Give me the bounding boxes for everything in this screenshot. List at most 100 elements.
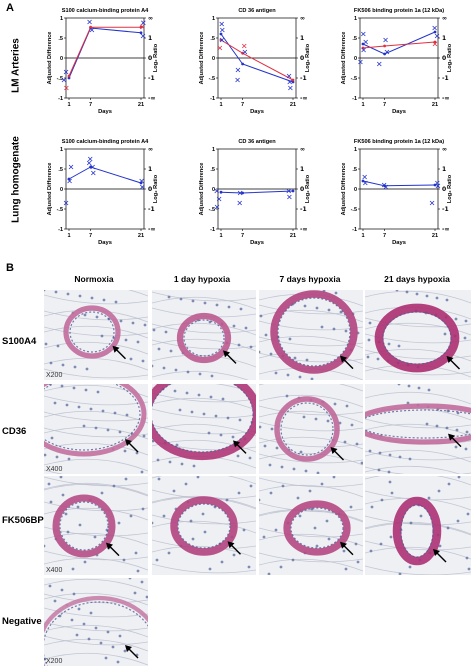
replicate-marker xyxy=(235,77,240,83)
micrograph-tile: X400 xyxy=(44,476,148,575)
y-left-tick-label: 0 xyxy=(354,56,357,62)
micrograph-tile xyxy=(365,384,471,474)
micrograph-tile: X200 xyxy=(44,578,148,666)
micrograph-image xyxy=(365,384,471,474)
y-right-tick-label: -1 xyxy=(148,75,155,82)
y-left-tick-label: .5 xyxy=(58,167,63,173)
chart-title: CD 36 antigen xyxy=(238,8,276,14)
replicate-marker xyxy=(214,204,220,210)
magnification-label: X400 xyxy=(46,567,63,574)
y-right-tick-label: -∞ xyxy=(148,95,156,102)
x-tick-label: 21 xyxy=(290,233,296,239)
y-right-tick-label: -1 xyxy=(442,206,449,213)
replicate-marker xyxy=(237,200,242,206)
y-left-tick-label: 1 xyxy=(60,16,63,22)
row-label-s100a4: S100A4 xyxy=(2,336,37,347)
series-point xyxy=(241,62,244,66)
x-tick-label: 21 xyxy=(138,233,144,239)
arrow-pointer xyxy=(433,549,447,563)
replicate-marker xyxy=(64,85,69,91)
replicate-marker xyxy=(361,47,366,53)
arrow-pointer xyxy=(106,542,120,557)
series-point xyxy=(219,190,223,194)
arrow-pointer xyxy=(340,355,354,370)
replicate-marker xyxy=(214,188,220,194)
row-label-lm-arteries: LM Arteries xyxy=(10,38,22,93)
micrograph-image xyxy=(44,384,148,474)
arrow-pointer xyxy=(125,645,139,659)
y-left-tick-label: .5 xyxy=(352,36,357,42)
chart-title: S100 calcium-binding protein A4 xyxy=(62,139,149,145)
y-axis-label-right: Log₂ Ratio xyxy=(153,43,159,72)
replicate-marker xyxy=(434,33,440,39)
line-chart-4: S100 calcium-binding protein A4 1 .5 0 -.5 -1… xyxy=(47,139,159,246)
replicate-marker xyxy=(363,39,368,45)
replicate-marker xyxy=(435,183,441,189)
y-left-tick-label: -.5 xyxy=(57,207,63,213)
y-left-tick-label: 0 xyxy=(212,187,215,193)
replicate-marker xyxy=(139,184,145,190)
y-right-tick-label: 0 xyxy=(148,55,152,62)
y-axis-label-left: Adjusted Difference xyxy=(199,32,205,85)
replicate-marker xyxy=(61,77,67,83)
micrograph-image xyxy=(259,290,363,380)
replicate-marker xyxy=(87,156,93,162)
series-point xyxy=(433,30,437,34)
series-line-1 xyxy=(68,166,142,184)
x-tick-label: 21 xyxy=(432,233,438,239)
replicate-marker xyxy=(90,164,95,170)
line-chart-3: FK506 binding protein 1a (12 kDa) 1 .5 0 -.5… xyxy=(341,8,453,115)
x-tick-label: 7 xyxy=(383,233,386,239)
panel-b-letter: B xyxy=(6,262,14,274)
replicate-marker xyxy=(235,67,241,73)
micrograph-image xyxy=(365,476,471,575)
vessel-nuclei xyxy=(382,311,452,365)
y-axis-label-right: Log₂ Ratio xyxy=(447,43,453,72)
column-header-normoxia: Normoxia xyxy=(74,274,114,284)
micrograph-tile xyxy=(365,476,471,575)
vessel-nuclei xyxy=(365,409,471,439)
series-line-1 xyxy=(68,27,142,79)
series-line-2 xyxy=(220,39,294,81)
y-axis-label-right: Log₂ Ratio xyxy=(305,174,311,203)
x-axis-label: Days xyxy=(250,109,264,115)
y-right-tick-label: 0 xyxy=(148,186,152,193)
y-left-tick-label: .5 xyxy=(58,36,63,42)
replicate-marker xyxy=(217,45,223,51)
replicate-marker xyxy=(140,33,146,39)
y-left-tick-label: -.5 xyxy=(209,207,215,213)
panel-a-letter: A xyxy=(6,2,14,14)
y-axis-label-right: Log₂ Ratio xyxy=(153,174,159,203)
replicate-marker xyxy=(432,41,438,47)
series-line-1 xyxy=(220,190,294,194)
replicate-marker xyxy=(383,184,389,190)
vessel-nuclei xyxy=(177,503,231,549)
y-right-tick-label: 1 xyxy=(442,35,446,42)
replicate-marker xyxy=(363,180,368,186)
y-right-tick-label: 1 xyxy=(148,166,152,173)
replicate-marker xyxy=(429,200,435,206)
y-right-tick-label: 1 xyxy=(442,166,446,173)
y-right-tick-label: 0 xyxy=(300,186,304,193)
micrograph-image xyxy=(44,476,148,573)
x-tick-label: 1 xyxy=(67,102,70,108)
y-left-tick-label: -1 xyxy=(352,96,357,102)
line-chart-2: CD 36 antigen 1 .5 0 -.5 -1 ∞ 1 0 -1 -∞ Adjusted Di… xyxy=(199,8,311,115)
y-right-tick-label: -∞ xyxy=(300,226,308,233)
vessel-nuclei xyxy=(44,601,148,666)
x-axis-label: Days xyxy=(392,240,406,246)
replicate-marker xyxy=(139,178,144,184)
x-tick-label: 1 xyxy=(219,233,222,239)
magnification-label: X400 xyxy=(46,466,63,473)
y-left-tick-label: -.5 xyxy=(57,76,63,82)
replicate-marker xyxy=(287,79,292,85)
y-right-tick-label: -∞ xyxy=(442,95,450,102)
line-chart-5: CD 36 antigen 1 .5 0 -.5 -1 ∞ 1 0 -1 -∞ Adjusted Di… xyxy=(199,139,311,246)
x-tick-label: 21 xyxy=(290,102,296,108)
micrograph-tile xyxy=(365,290,471,380)
micrograph-image xyxy=(44,290,148,379)
vessel-wall xyxy=(152,384,256,461)
y-axis-label-left: Adjusted Difference xyxy=(47,163,53,216)
y-right-tick-label: -1 xyxy=(148,206,155,213)
vessel-wall xyxy=(374,303,460,373)
